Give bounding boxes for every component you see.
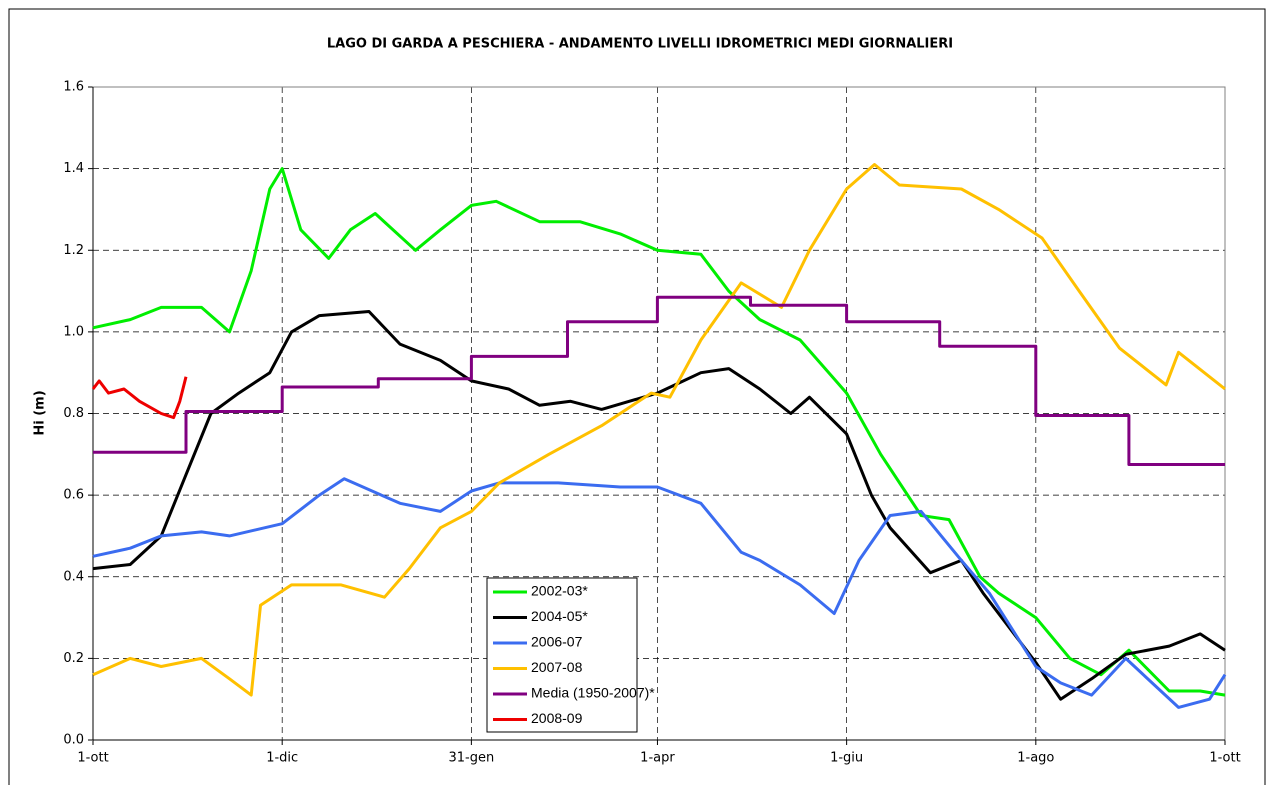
y-tick-label: 1.0 [63,324,84,339]
y-axis-label: Hi (m) [33,390,48,435]
x-tick-label: 1-apr [640,751,675,766]
x-tick-label: 1-giu [830,751,863,766]
y-tick-label: 0.2 [63,651,84,666]
x-tick-label: 1-ott [77,751,108,766]
legend-label: 2004-05* [531,608,588,624]
legend-box [486,577,638,733]
x-tick-label: 1-ago [1017,751,1054,766]
legend-label: 2006-07 [531,634,583,650]
legend-label: 2002-03* [531,583,588,599]
series-line [92,167,1226,697]
series-line [92,477,1227,709]
y-tick-label: 0.0 [63,733,84,748]
x-tick-label: 1-ott [1209,751,1240,766]
x-tick-label: 31-gen [448,751,494,766]
y-tick-label: 1.2 [63,243,84,258]
y-tick-label: 0.8 [63,406,84,421]
series-line [92,163,1226,697]
legend-label: 2007-08 [531,659,583,675]
y-tick-label: 1.6 [63,80,84,95]
y-tick-label: 0.6 [63,488,84,503]
x-tick-label: 1-dic [266,751,298,766]
legend-label: Media (1950-2007)* [531,685,655,701]
y-tick-label: 0.4 [63,569,84,584]
y-tick-label: 1.4 [63,161,84,176]
series-line [93,295,1225,466]
series-line [91,376,188,420]
legend-label: 2008-09 [531,710,583,726]
chart-title: LAGO DI GARDA A PESCHIERA - ANDAMENTO LI… [327,37,953,52]
